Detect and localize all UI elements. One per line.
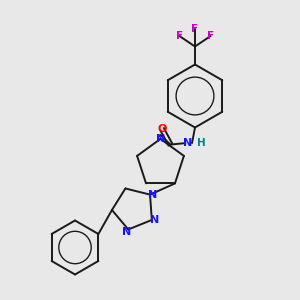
Text: F: F [176,31,183,41]
Text: N: N [184,138,193,148]
Text: F: F [207,31,214,41]
Text: O: O [157,124,167,134]
Text: N: N [122,227,131,237]
Text: F: F [191,23,199,34]
Text: H: H [197,138,206,148]
Text: N: N [156,134,165,144]
Text: N: N [150,215,159,225]
Text: N: N [148,190,157,200]
